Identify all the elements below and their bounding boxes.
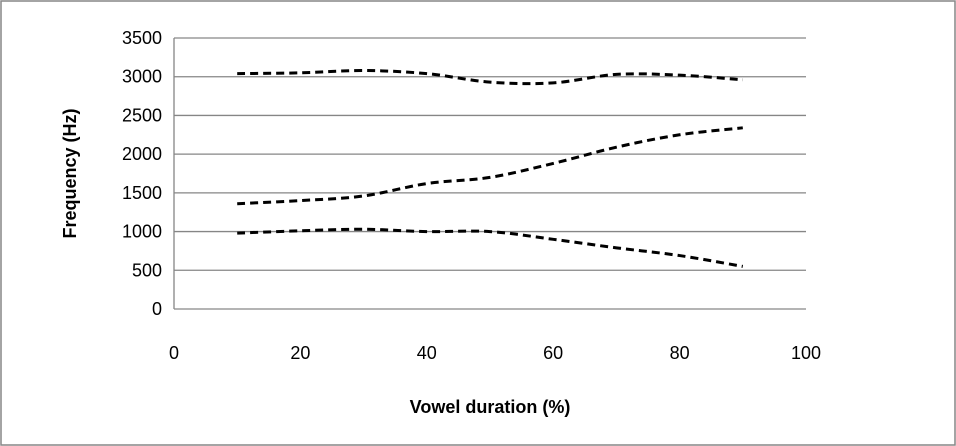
y-tick-label-2000: 2000 [122, 144, 162, 164]
y-tick-label-0: 0 [152, 299, 162, 319]
y-axis-title: Frequency (Hz) [60, 108, 80, 238]
x-tick-label-80: 80 [670, 343, 690, 363]
series-line-2 [237, 126, 743, 206]
x-tick-label-100: 100 [791, 343, 821, 363]
y-tick-label-2500: 2500 [122, 105, 162, 125]
series-line-3 [237, 227, 744, 268]
y-tick-label-3000: 3000 [122, 67, 162, 87]
x-tick-label-60: 60 [543, 343, 563, 363]
grid-lines [173, 37, 806, 310]
x-tick-label-0: 0 [169, 343, 179, 363]
y-tick-label-500: 500 [132, 260, 162, 280]
x-axis-title: Vowel duration (%) [410, 397, 571, 417]
x-tick-label-20: 20 [290, 343, 310, 363]
y-axis-ticks: 0 500 1000 1500 2000 2500 3000 3500 [122, 28, 162, 319]
y-tick-label-1000: 1000 [122, 222, 162, 242]
series-lines [237, 69, 744, 268]
series-line-1 [237, 69, 743, 86]
x-tick-label-40: 40 [417, 343, 437, 363]
x-axis-ticks: 0 20 40 60 80 100 [169, 343, 821, 363]
y-tick-label-1500: 1500 [122, 183, 162, 203]
y-tick-label-3500: 3500 [122, 28, 162, 48]
